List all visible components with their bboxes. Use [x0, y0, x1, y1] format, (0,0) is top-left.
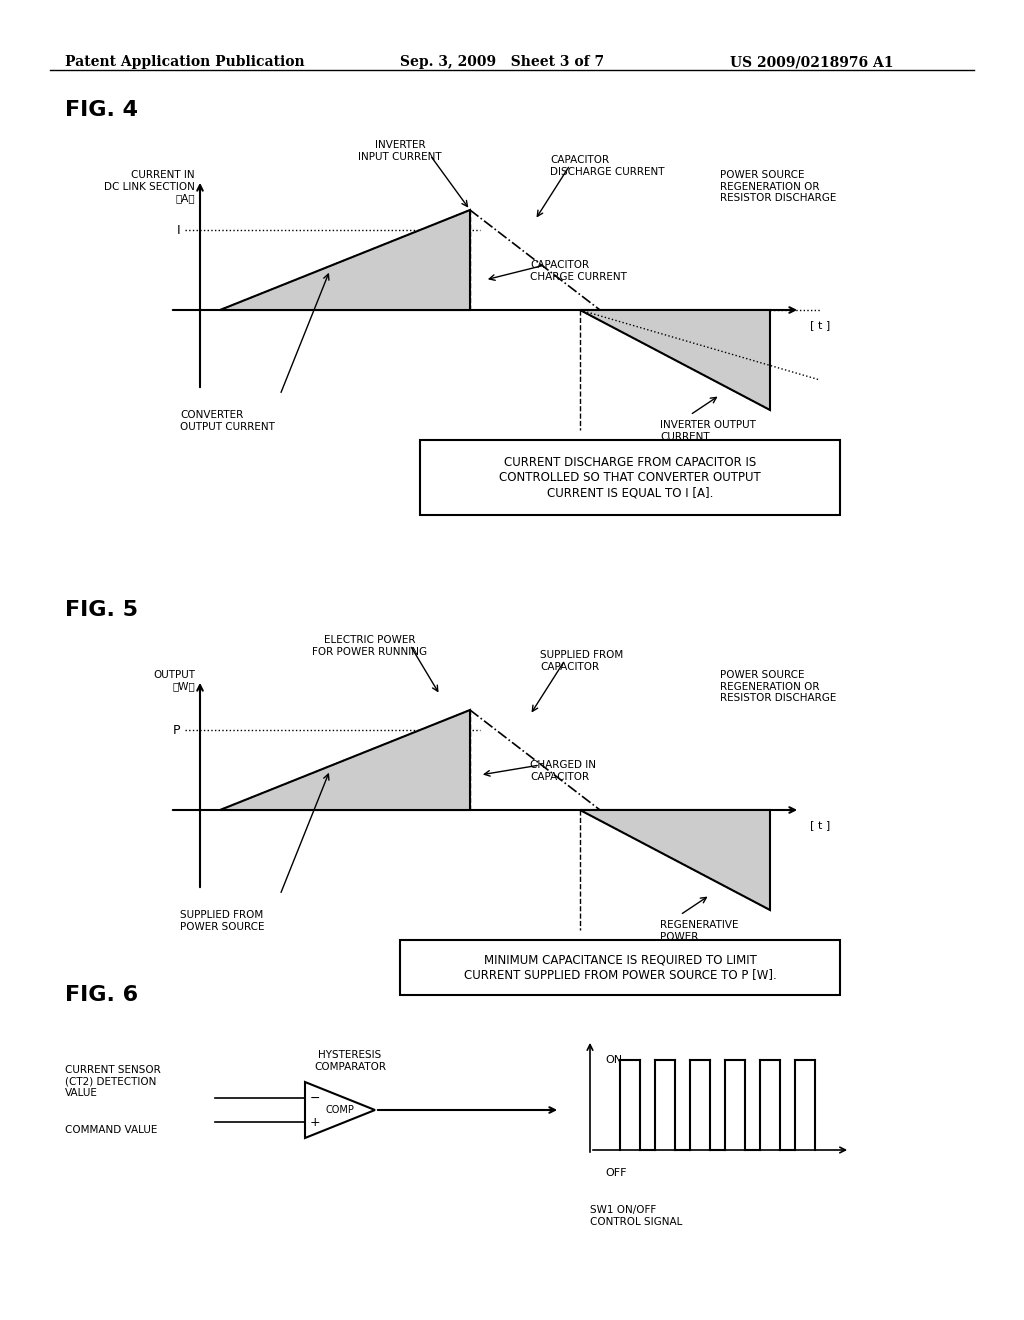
- Text: CAPACITOR
DISCHARGE CURRENT: CAPACITOR DISCHARGE CURRENT: [550, 154, 665, 177]
- Text: COMMAND VALUE: COMMAND VALUE: [65, 1125, 158, 1135]
- Text: INVERTER OUTPUT
CURRENT: INVERTER OUTPUT CURRENT: [660, 420, 756, 442]
- Text: CONVERTER
OUTPUT CURRENT: CONVERTER OUTPUT CURRENT: [180, 411, 274, 432]
- Text: SUPPLIED FROM
CAPACITOR: SUPPLIED FROM CAPACITOR: [540, 649, 624, 672]
- FancyBboxPatch shape: [420, 440, 840, 515]
- Text: CAPACITOR
CHARGE CURRENT: CAPACITOR CHARGE CURRENT: [530, 260, 627, 281]
- Text: HYSTERESIS
COMPARATOR: HYSTERESIS COMPARATOR: [314, 1049, 386, 1072]
- Text: [ t ]: [ t ]: [810, 319, 830, 330]
- Text: Patent Application Publication: Patent Application Publication: [65, 55, 304, 69]
- Text: CHARGED IN
CAPACITOR: CHARGED IN CAPACITOR: [530, 760, 596, 781]
- Text: US 2009/0218976 A1: US 2009/0218976 A1: [730, 55, 894, 69]
- Text: FIG. 4: FIG. 4: [65, 100, 138, 120]
- Text: SUPPLIED FROM
POWER SOURCE: SUPPLIED FROM POWER SOURCE: [180, 909, 264, 932]
- Text: [ t ]: [ t ]: [810, 820, 830, 830]
- Polygon shape: [220, 710, 470, 810]
- Text: POWER SOURCE
REGENERATION OR
RESISTOR DISCHARGE: POWER SOURCE REGENERATION OR RESISTOR DI…: [720, 170, 837, 203]
- FancyBboxPatch shape: [400, 940, 840, 995]
- Text: COMP: COMP: [326, 1105, 354, 1115]
- Text: MINIMUM CAPACITANCE IS REQUIRED TO LIMIT
CURRENT SUPPLIED FROM POWER SOURCE TO P: MINIMUM CAPACITANCE IS REQUIRED TO LIMIT…: [464, 953, 776, 982]
- Text: INVERTER
INPUT CURRENT: INVERTER INPUT CURRENT: [358, 140, 441, 161]
- Text: ELECTRIC POWER
FOR POWER RUNNING: ELECTRIC POWER FOR POWER RUNNING: [312, 635, 428, 656]
- Text: OFF: OFF: [605, 1168, 627, 1177]
- Text: SW1 ON/OFF
CONTROL SIGNAL: SW1 ON/OFF CONTROL SIGNAL: [590, 1205, 682, 1226]
- Text: POWER SOURCE
REGENERATION OR
RESISTOR DISCHARGE: POWER SOURCE REGENERATION OR RESISTOR DI…: [720, 671, 837, 704]
- Polygon shape: [220, 210, 470, 310]
- Text: CURRENT IN
DC LINK SECTION
【A】: CURRENT IN DC LINK SECTION 【A】: [104, 170, 195, 203]
- Text: CURRENT DISCHARGE FROM CAPACITOR IS
CONTROLLED SO THAT CONVERTER OUTPUT
CURRENT : CURRENT DISCHARGE FROM CAPACITOR IS CONT…: [499, 455, 761, 499]
- Text: I: I: [176, 223, 180, 236]
- Text: ON: ON: [605, 1055, 623, 1065]
- Text: FIG. 5: FIG. 5: [65, 601, 138, 620]
- Text: +: +: [310, 1115, 321, 1129]
- Polygon shape: [580, 310, 770, 411]
- Text: −: −: [310, 1092, 321, 1105]
- Text: CURRENT SENSOR
(CT2) DETECTION
VALUE: CURRENT SENSOR (CT2) DETECTION VALUE: [65, 1065, 161, 1098]
- Text: FIG. 6: FIG. 6: [65, 985, 138, 1005]
- Text: OUTPUT
【W】: OUTPUT 【W】: [153, 671, 195, 692]
- Text: P: P: [172, 723, 180, 737]
- Text: REGENERATIVE
POWER: REGENERATIVE POWER: [660, 920, 738, 941]
- Polygon shape: [580, 810, 770, 909]
- Text: Sep. 3, 2009   Sheet 3 of 7: Sep. 3, 2009 Sheet 3 of 7: [400, 55, 604, 69]
